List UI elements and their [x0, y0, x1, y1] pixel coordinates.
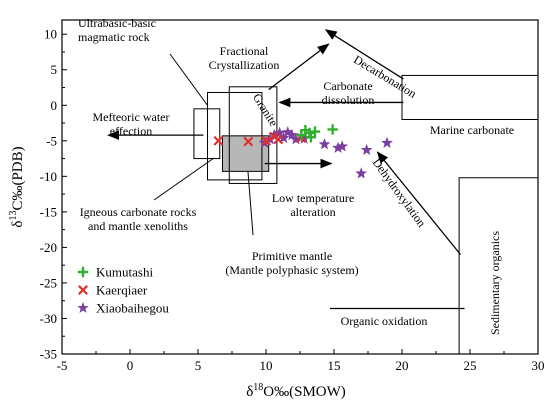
ultrabasic-box — [207, 91, 263, 181]
y-tick-label: -25 — [40, 275, 57, 290]
data-point-xiaobaihegou — [381, 136, 393, 148]
legend-label-kaerqiaer: Kaerqiaer — [96, 283, 148, 298]
x-tick-label: 20 — [396, 358, 409, 373]
fractional-crystallization-label: Fractional Crystallization — [209, 44, 280, 72]
data-point-xiaobaihegou — [332, 141, 344, 153]
data-point-kaerqiaer — [213, 135, 224, 146]
marine-carbonate-box — [401, 74, 539, 120]
data-point-kaerqiaer — [261, 135, 271, 146]
dehydroxylation-arrow — [376, 151, 461, 255]
y-tick-label: -30 — [40, 311, 57, 326]
igneous-carbonate-label: Igneous carbonate rocks and mantle xenoli… — [80, 205, 197, 233]
x-tick-label: 0 — [127, 358, 134, 373]
data-point-kumutashi — [309, 126, 321, 137]
data-point-xiaobaihegou — [290, 133, 302, 145]
data-point-xiaobaihegou — [355, 167, 368, 179]
x-tick-label: 30 — [532, 358, 545, 373]
igneous-carbonate-box — [193, 108, 221, 160]
legend-marker-xiaobaihegou — [77, 302, 89, 313]
fractional-crystallization-arrow — [268, 43, 330, 91]
data-points — [213, 124, 393, 179]
x-tick-label: 25 — [464, 358, 477, 373]
decarbonation-arrow — [324, 29, 404, 80]
primitive-mantle-pointer — [247, 171, 254, 236]
chart-legend: Kumutashi Kaerqiaer Xiaobaihegou — [77, 265, 169, 316]
data-point-xiaobaihegou — [264, 133, 276, 145]
data-point-kumutashi — [327, 124, 338, 135]
data-point-xiaobaihegou — [277, 131, 290, 143]
meteoric-water-label: Mefteoric water effection — [93, 110, 170, 138]
sedimentary-organics-label: Sedimentary organics — [488, 231, 502, 335]
data-point-xiaobaihegou — [318, 138, 331, 150]
y-tick-label: -20 — [40, 240, 57, 255]
y-tick-label: -15 — [40, 204, 57, 219]
data-point-kaerqiaer — [273, 134, 284, 145]
y-tick-label: 5 — [51, 62, 58, 77]
ultrabasic-pointer — [169, 53, 209, 107]
primitive-mantle-label: Primitive mantle (Mantle polyphasic syste… — [225, 249, 358, 277]
data-point-xiaobaihegou — [360, 143, 373, 156]
data-point-xiaobaihegou — [281, 126, 294, 138]
data-point-kumutashi — [305, 132, 317, 143]
y-tick-label: -10 — [40, 169, 57, 184]
organic-oxidation-label: Organic oxidation — [341, 314, 428, 328]
marine-carbonate-label: Marine carbonate — [430, 123, 514, 137]
data-point-xiaobaihegou — [273, 126, 286, 139]
granite-label: Granite — [250, 91, 281, 129]
carbonate-dissolution-label: Carbonate dissolution — [322, 79, 375, 107]
chart-axes: -5 0 5 10 15 20 25 30 -35 -30 -25 -20 -15 -10 -5 0 5 10 δ1… — [8, 19, 545, 400]
y-tick-label: -5 — [46, 133, 57, 148]
igneous-pointer — [153, 157, 215, 201]
x-tick-label: 10 — [260, 358, 273, 373]
y-tick-label: 10 — [44, 27, 57, 42]
legend-label-kumutashi: Kumutashi — [96, 265, 153, 280]
legend-marker-kumutashi — [77, 266, 89, 278]
data-point-kaerqiaer — [243, 136, 254, 147]
data-point-xiaobaihegou — [285, 128, 298, 141]
low-temperature-label: Low temperature alteration — [272, 191, 354, 219]
data-point-xiaobaihegou — [268, 128, 281, 141]
process-arrows — [107, 29, 465, 310]
data-point-xiaobaihegou — [336, 140, 349, 152]
y-tick-label: -35 — [40, 347, 57, 362]
y-tick-label: 0 — [51, 98, 58, 113]
legend-label-xiaobaihegou: Xiaobaihegou — [96, 301, 169, 316]
data-point-xiaobaihegou — [298, 132, 310, 144]
x-axis-title: δ18O‰(SMOW) — [246, 382, 346, 400]
y-axis-title: δ13C‰(PDB) — [8, 146, 26, 227]
x-tick-label: -5 — [57, 358, 68, 373]
legend-marker-kaerqiaer — [78, 285, 88, 295]
field-boxes — [193, 74, 539, 355]
dehydroxylation-label: Dehydroxylation — [370, 156, 429, 230]
x-tick-label: 5 — [195, 358, 202, 373]
x-tick-label: 15 — [328, 358, 341, 373]
